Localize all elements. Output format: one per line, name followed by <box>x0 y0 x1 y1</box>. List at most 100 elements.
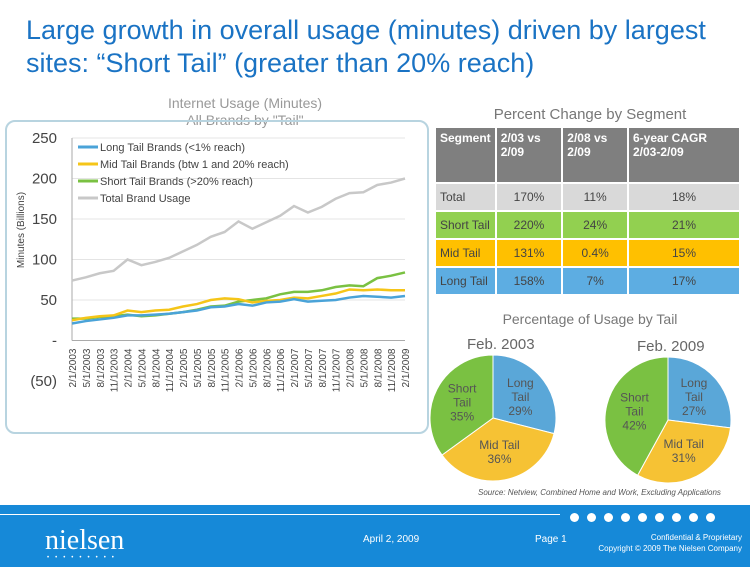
table-cell: 0.4% <box>563 240 627 266</box>
pie-2009-title: Feb. 2009 <box>637 338 705 355</box>
pie-slice-label: 42% <box>622 418 646 432</box>
x-tick-label: 8/1/2005 <box>207 348 218 387</box>
footer-divider <box>0 514 560 515</box>
x-tick-label: 8/1/2006 <box>262 348 273 387</box>
table-cell: Mid Tail <box>436 240 495 266</box>
nielsen-logo: nielsen <box>45 525 125 556</box>
x-tick-label: 11/1/2003 <box>110 348 121 392</box>
legend-label: Short Tail Brands (>20% reach) <box>100 176 253 188</box>
footer-dots <box>570 509 723 527</box>
pie-2003-title: Feb. 2003 <box>467 336 535 353</box>
pie-slice <box>604 356 669 476</box>
table-cell: 220% <box>496 212 562 238</box>
column-header: 2/03 vs 2/09 <box>496 128 562 182</box>
chart-title-text: Internet Usage (Minutes) <box>167 95 323 111</box>
series-line <box>71 177 406 282</box>
column-header: Segment <box>436 128 495 182</box>
table-cell: 21% <box>628 212 739 238</box>
pie-slice-label: 29% <box>508 404 532 418</box>
page-number: Page 1 <box>535 534 567 545</box>
logo-dots: ••••••••• <box>47 555 120 561</box>
x-tick-label: 11/1/2008 <box>387 348 398 392</box>
table-cell: 131% <box>496 240 562 266</box>
x-tick-label: 8/1/2003 <box>96 348 107 387</box>
x-tick-label: 2/1/2004 <box>124 348 135 387</box>
table-cell: Long Tail <box>436 268 495 294</box>
pie-slice-label: Mid Tail <box>663 437 703 451</box>
pie-slice-label: 35% <box>450 409 474 423</box>
y-tick-label: - <box>52 333 57 350</box>
table-cell: 158% <box>496 268 562 294</box>
y-tick-label: 50 <box>40 292 57 309</box>
pie-slice-label: 36% <box>487 452 511 466</box>
y-tick-label: 250 <box>32 130 57 147</box>
y-axis-label: Minutes (Billions) <box>16 192 27 268</box>
table-row: Total 170% 11% 18% <box>436 184 739 210</box>
table-cell: 15% <box>628 240 739 266</box>
x-tick-label: 5/1/2008 <box>359 348 370 387</box>
chart-frame[interactable] <box>5 120 429 434</box>
table-cell: 17% <box>628 268 739 294</box>
table-cell: 7% <box>563 268 627 294</box>
table-cell: 170% <box>496 184 562 210</box>
table-cell: Total <box>436 184 495 210</box>
x-tick-label: 5/1/2004 <box>137 348 148 387</box>
pie-slice-label: Mid Tail <box>479 438 519 452</box>
table-row: Long Tail 158% 7% 17% <box>436 268 739 294</box>
x-tick-label: 11/1/2005 <box>221 348 232 392</box>
pie-slice <box>492 355 557 435</box>
x-tick-label: 5/1/2003 <box>82 348 93 387</box>
legend-label: Mid Tail Brands (btw 1 and 20% reach) <box>100 159 289 171</box>
slide-title: Large growth in overall usage (minutes) … <box>26 15 706 78</box>
footer-date: April 2, 2009 <box>363 534 420 545</box>
x-tick-label: 8/1/2004 <box>151 348 162 387</box>
x-tick-label: 11/1/2006 <box>276 348 287 392</box>
pie-slice-label: 31% <box>672 451 696 465</box>
x-tick-label: 11/1/2004 <box>165 348 176 392</box>
x-tick-label: 2/1/2009 <box>401 348 412 387</box>
y-tick-label: 100 <box>32 252 57 269</box>
x-tick-label: 2/1/2003 <box>68 348 79 387</box>
x-tick-label: 8/1/2007 <box>318 348 329 387</box>
x-tick-label: 11/1/2007 <box>332 348 343 392</box>
table-row: Short Tail 220% 24% 21% <box>436 212 739 238</box>
y-tick-label: (50) <box>30 373 57 390</box>
table-cell: 18% <box>628 184 739 210</box>
footer: nielsen ••••••••• April 2, 2009 Page 1 C… <box>0 505 750 567</box>
series-line <box>71 294 406 325</box>
y-tick-label: 150 <box>32 211 57 228</box>
pie-slice <box>429 355 494 456</box>
pie-slice-label: 27% <box>682 404 706 418</box>
table-cell: Short Tail <box>436 212 495 238</box>
percent-change-table: Segment 2/03 vs 2/09 2/08 vs 2/09 6-year CA… <box>434 126 741 296</box>
pie-slice-label: Tail <box>625 404 643 418</box>
pie-slice-label: Short <box>448 381 477 395</box>
table-cell: 11% <box>563 184 627 210</box>
pie-slice-label: Tail <box>511 390 529 404</box>
pie-slice <box>441 417 555 482</box>
x-tick-label: 2/1/2005 <box>179 348 190 387</box>
legend-label: Total Brand Usage <box>100 193 191 205</box>
x-tick-label: 8/1/2008 <box>373 348 384 387</box>
pie-slice <box>636 419 732 484</box>
pie-slice-label: Long <box>681 376 708 390</box>
pie-slice-label: Tail <box>685 390 703 404</box>
table-cell: 24% <box>563 212 627 238</box>
table-header-row: Segment 2/03 vs 2/09 2/08 vs 2/09 6-year CA… <box>436 128 739 182</box>
x-tick-label: 5/1/2007 <box>304 348 315 387</box>
legend-label: Long Tail Brands (<1% reach) <box>100 142 245 154</box>
confidential-text: Confidential & Proprietary <box>650 533 742 542</box>
y-tick-label: 200 <box>32 171 57 188</box>
pie-slice-label: Short <box>620 390 649 404</box>
series-line <box>71 288 405 322</box>
x-tick-label: 2/1/2008 <box>346 348 357 387</box>
copyright-text: Copyright © 2009 The Nielsen Company <box>598 544 742 553</box>
pie-slice <box>667 356 732 429</box>
x-tick-label: 5/1/2006 <box>248 348 259 387</box>
source-note: Source: Netview, Combined Home and Work,… <box>478 488 721 497</box>
line-chart: 250 200 150 100 50 - (50) Minutes (Billions) 2/1… <box>16 130 412 392</box>
x-tick-label: 5/1/2005 <box>193 348 204 387</box>
pie-section-title: Percentage of Usage by Tail <box>502 311 678 327</box>
table-title: Percent Change by Segment <box>493 106 687 123</box>
pie-slice-label: Long <box>507 376 534 390</box>
